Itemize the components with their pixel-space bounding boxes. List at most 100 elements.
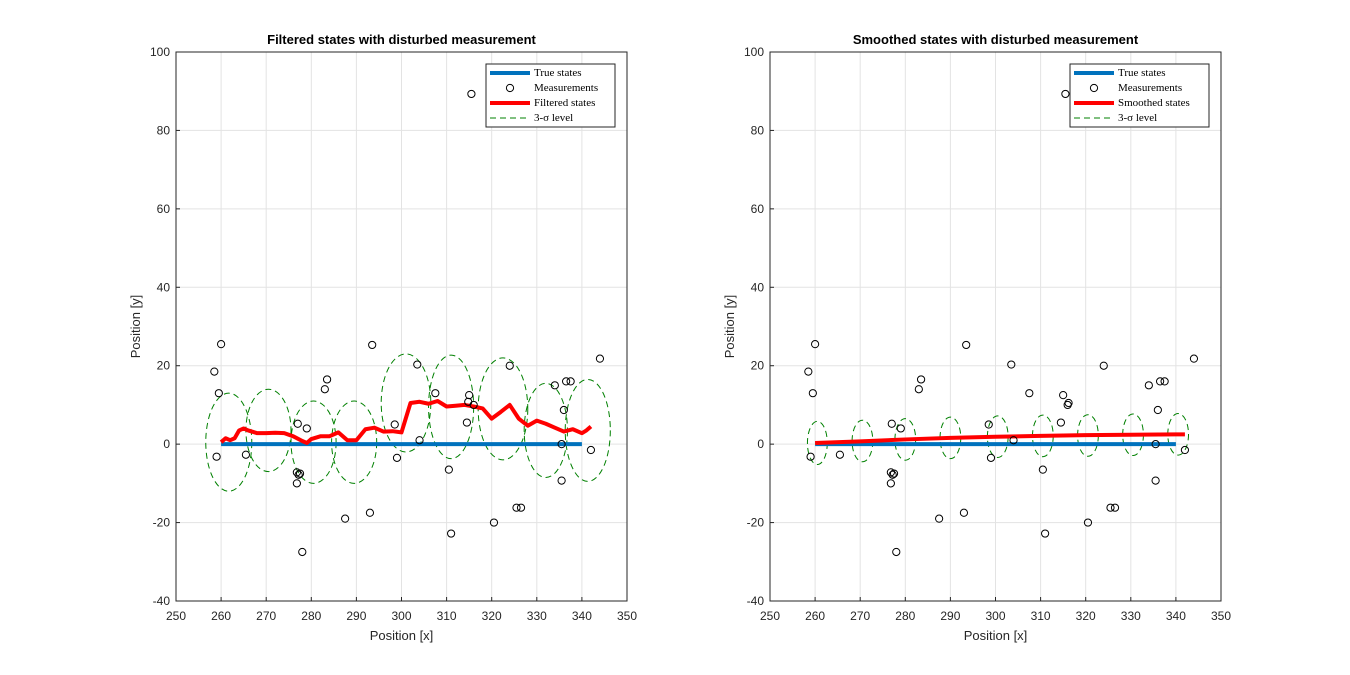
measurement-point [566,377,575,386]
measurement-point [505,361,514,370]
measurement-point [390,420,399,429]
y-tick-label: -20 [153,516,171,530]
measurement-point [1151,476,1160,485]
legend-measurements-swatch [1089,83,1099,93]
measurement-point [322,375,332,384]
x-tick-label: 340 [572,609,592,623]
measurement-point [210,367,219,376]
chart-title: Filtered states with disturbed measureme… [267,32,536,47]
x-tick-label: 350 [617,609,637,623]
measurement-point [916,375,926,384]
measurement-point [1083,518,1093,527]
legend: True states Measurements Filtered states… [485,63,616,128]
measurement-point [462,418,471,427]
legend-measurements: Measurements [1118,82,1182,94]
measurement-point [447,529,456,538]
measurement-point [392,453,402,462]
measurement-point [935,514,944,523]
measurement-point [986,453,996,462]
legend: True states Measurements Smoothed states… [1069,63,1210,128]
measurement-point [892,547,901,557]
y-tick-label: 100 [150,45,170,59]
x-tick-label: 290 [346,609,366,623]
measurement-point [1156,377,1165,386]
measurement-point [557,476,566,485]
measurement-point [886,479,895,488]
measurement-point [1041,529,1050,538]
measurement-point [298,547,307,557]
sigma-ellipse [564,378,611,482]
legend-sigma-level: 3-σ level [534,112,573,124]
measurement-point [415,436,424,445]
y-tick-label: 0 [163,437,170,451]
measurement-point [896,424,905,433]
measurement-point [413,360,422,369]
measurement-point [595,354,605,363]
filtered-states-axes: 250 260 270 280 290 300 310 320 330 340 350 -40 -20 0… [128,32,637,643]
measurement-point [1153,405,1162,415]
measurement-point [804,367,813,376]
x-tick-label: 330 [527,609,547,623]
measurement-point [1061,89,1070,99]
sigma-ellipse [1167,413,1190,456]
x-tick-label: 310 [437,609,457,623]
measurement-point [365,508,375,517]
measurement-point [806,452,815,461]
measurement-point [808,389,817,398]
smoothed-states-line [815,432,1185,445]
measurement-point [464,397,473,406]
y-tick-label: 0 [757,437,764,451]
y-tick-label: 100 [744,45,764,59]
tick-labels: 250 260 270 280 290 300 310 320 330 340 350 -40 -20 0… [150,45,637,623]
measurement-point [341,514,350,523]
measurement-point [1144,381,1153,390]
measurement-point [489,518,499,527]
measurement-point [550,381,559,390]
measurement-point [512,503,521,512]
measurement-point [293,419,302,428]
legend-true-states: True states [534,67,582,79]
legend-measurements-swatch [505,83,515,93]
sigma-ellipse [1077,414,1099,457]
measurement-point [292,468,301,477]
measurement-point [1007,360,1016,369]
x-tick-label: 270 [256,609,276,623]
measurement-point [557,440,566,449]
y-tick-label: 40 [751,280,765,294]
measurement-point [1110,503,1120,512]
measurement-point [1056,418,1065,427]
measurement-point [1189,354,1199,363]
measurement-point [586,445,596,455]
measurement-point [467,89,476,99]
measurement-point [835,450,845,459]
x-tick-label: 260 [805,609,825,623]
measurement-point [559,405,568,415]
x-tick-label: 310 [1031,609,1051,623]
y-axis-label: Position [y] [722,295,737,359]
measurement-point [214,389,223,398]
y-tick-label: -20 [747,516,765,530]
measurement-point [302,424,311,433]
measurement-point [217,340,226,349]
y-tick-label: 20 [751,359,765,373]
x-tick-label: 250 [760,609,780,623]
measurement-point [1064,398,1073,408]
legend-measurements: Measurements [534,82,598,94]
plot-body [804,89,1199,557]
measurement-point [1059,391,1068,400]
measurement-point [1106,503,1115,512]
measurement-point [516,503,526,512]
x-tick-label: 280 [301,609,321,623]
measurement-point [962,340,971,350]
x-axis-label: Position [x] [964,628,1028,643]
y-tick-label: 80 [157,123,171,137]
x-tick-label: 300 [391,609,411,623]
measurement-point [444,465,453,474]
measurement-point [959,508,969,517]
y-tick-label: 20 [157,359,171,373]
y-tick-label: 40 [157,280,171,294]
measurement-point [368,340,377,350]
x-tick-label: 250 [166,609,186,623]
smoothed-states-axes: 250 260 270 280 290 300 310 320 330 340 350 -40 -20 0… [722,32,1231,643]
y-tick-label: 80 [751,123,765,137]
